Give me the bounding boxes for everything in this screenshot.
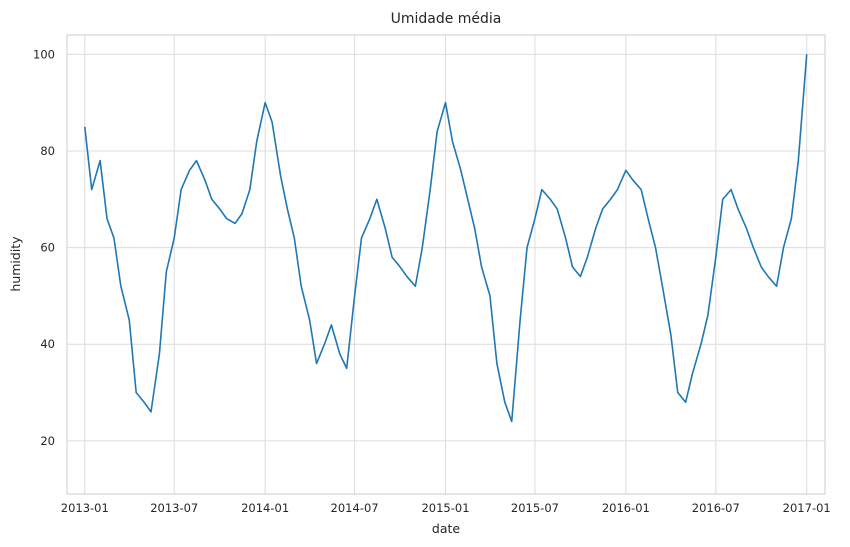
x-tick-label: 2015-07 [511,501,559,515]
plot-frame [66,34,826,495]
x-tick-label: 2015-01 [421,501,469,515]
x-axis-ticks: 2013-01 2013-07 2014-01 2014-07 2015-01 2015-… [61,501,831,515]
grid [67,35,825,494]
plot-border [66,34,826,495]
x-axis-label: date [432,521,460,536]
y-tick-label: 20 [40,434,55,448]
humidity-series-line [83,54,808,423]
y-tick-label: 40 [40,337,55,351]
y-tick-label: 60 [40,241,55,255]
x-tick-label: 2016-07 [692,501,740,515]
chart-title: Umidade média [391,11,502,27]
x-tick-label: 2013-07 [150,501,198,515]
y-tick-label: 100 [33,47,55,61]
x-tick-label: 2014-07 [331,501,379,515]
x-tick-label: 2014-01 [241,501,289,515]
y-axis-label: humidity [8,236,23,292]
y-axis-ticks: 20 40 60 80 100 [33,47,55,448]
x-tick-label: 2013-01 [61,501,109,515]
y-tick-label: 80 [40,144,55,158]
x-tick-label: 2017-01 [783,501,831,515]
x-tick-label: 2016-01 [602,501,650,515]
